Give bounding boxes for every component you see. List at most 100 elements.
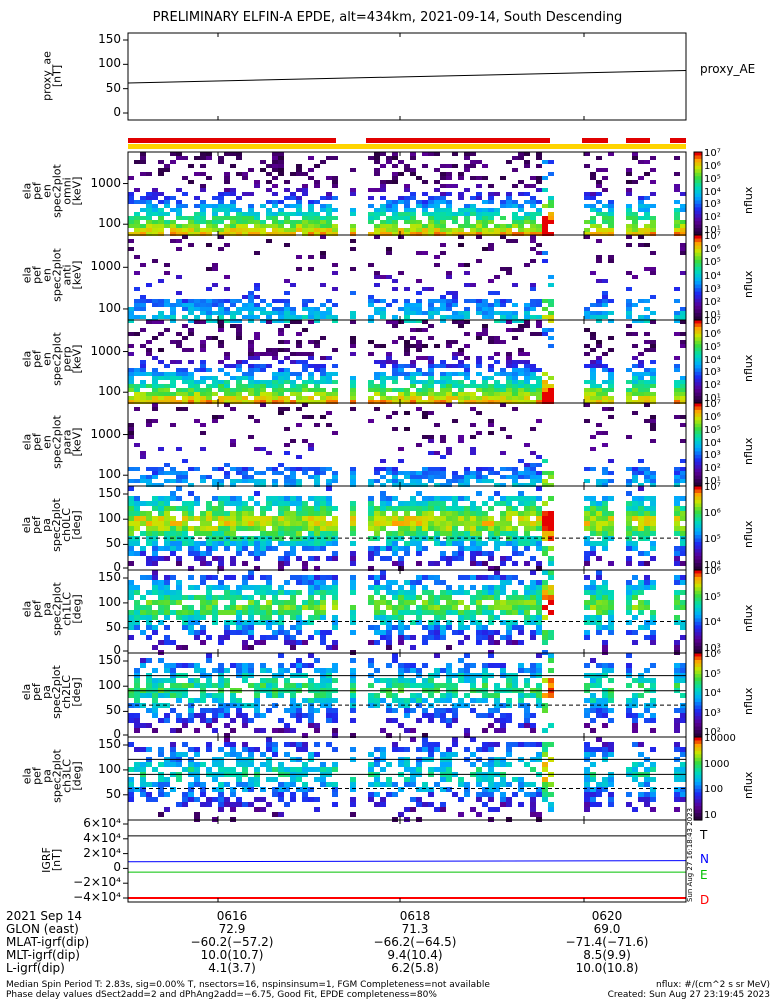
spectrogram-cell (380, 570, 386, 575)
colorbar-segment (694, 305, 702, 310)
spectrogram-cell (416, 348, 422, 352)
spectrogram-cell (608, 200, 614, 204)
spectrogram-cell (494, 521, 500, 526)
spectrogram-cell (536, 561, 542, 566)
spectrogram-cell (464, 575, 470, 580)
spectrogram-cell (446, 496, 452, 501)
spectrogram-cell (428, 303, 434, 307)
spectrogram-cell (254, 220, 260, 224)
spectrogram-cell (296, 575, 302, 580)
spectrogram-cell (164, 299, 170, 303)
spectrogram-cell (230, 595, 236, 600)
spectrogram-cell (278, 208, 284, 212)
spectrogram-cell (434, 541, 440, 546)
spectrogram-cell (428, 451, 434, 455)
spectrogram-cell (632, 372, 638, 376)
spectrogram-cell (170, 595, 176, 600)
spectrogram-cell (182, 615, 188, 620)
spectrogram-cell (440, 467, 446, 471)
spectrogram-cell (596, 400, 602, 404)
spectrogram-cell (440, 455, 446, 459)
spectrogram-cell (278, 376, 284, 380)
spectrogram-cell (296, 620, 302, 625)
spectrogram-cell (548, 216, 554, 220)
spectrogram-cell (596, 625, 602, 630)
spectrogram-cell (596, 595, 602, 600)
spectrogram-cell (152, 698, 158, 703)
spectrogram-cell (482, 479, 488, 483)
spectrogram-cell (212, 224, 218, 228)
spectrogram-cell (200, 762, 206, 767)
spectrogram-cell (596, 600, 602, 605)
spectrogram-cell (452, 380, 458, 384)
spectrogram-cell (206, 802, 212, 807)
spectrogram-cell (218, 400, 224, 404)
spectrogram-cell (140, 693, 146, 698)
spectrogram-cell (188, 585, 194, 590)
spectrogram-cell (224, 526, 230, 531)
spectrogram-cell (170, 220, 176, 224)
spectrogram-cell (482, 212, 488, 216)
spectrogram-cell (494, 228, 500, 232)
spectrogram-cell (440, 605, 446, 610)
spectrogram-cell (254, 232, 260, 236)
spectrogram-cell (680, 718, 686, 723)
red-bar-segment (128, 138, 336, 143)
spectrogram-cell (650, 471, 656, 475)
spectrogram-cell (386, 396, 392, 400)
spectrogram-cell (128, 319, 134, 323)
spectrogram-cell (488, 575, 494, 580)
spectrogram-cell (194, 610, 200, 615)
spectrogram-cell (176, 447, 182, 451)
spectrogram-cell (224, 511, 230, 516)
spectrogram-cell (434, 307, 440, 311)
spectrogram-cell (410, 585, 416, 590)
spectrogram-cell (266, 208, 272, 212)
spectrogram-cell (434, 180, 440, 184)
spectrogram-cell (410, 526, 416, 531)
spectrogram-cell (506, 364, 512, 368)
spectrogram-cell (212, 392, 218, 396)
spectrogram-cell (626, 653, 632, 658)
spectrogram-cell (422, 475, 428, 479)
spectrogram-cell (236, 328, 242, 332)
spectrogram-cell (326, 526, 332, 531)
spectrogram-cell (182, 475, 188, 479)
spectrogram-cell (512, 364, 518, 368)
spectrogram-cell (326, 668, 332, 673)
spectrogram-cell (488, 220, 494, 224)
spectrogram-cell (680, 479, 686, 483)
spectrogram-cell (524, 713, 530, 718)
spectrogram-cell (380, 396, 386, 400)
spectrogram-cell (368, 526, 374, 531)
spectrogram-cell (476, 184, 482, 188)
spectrogram-cell (584, 556, 590, 561)
spectrogram-cell (476, 595, 482, 600)
spectrogram-cell (254, 447, 260, 451)
spectrogram-cell (404, 184, 410, 188)
spectrogram-cell (584, 307, 590, 311)
spectrogram-cell (254, 767, 260, 772)
spectrogram-cell (596, 392, 602, 396)
spectrogram-cell (674, 200, 680, 204)
spectrogram-cell (626, 315, 632, 319)
spectrogram-cell (170, 224, 176, 228)
colorbar-segment (694, 705, 702, 710)
spectrogram-cell (416, 595, 422, 600)
spectrogram-cell (428, 204, 434, 208)
spectrogram-cell (530, 496, 536, 501)
spectrogram-cell (284, 368, 290, 372)
spectrogram-cell (296, 352, 302, 356)
spectrogram-cell (458, 521, 464, 526)
spectrogram-cell (128, 595, 134, 600)
spectrogram-cell (440, 172, 446, 176)
spectrogram-cell (482, 475, 488, 479)
spectrogram-cell (536, 585, 542, 590)
spectrogram-cell (146, 620, 152, 625)
spectrogram-cell (602, 516, 608, 521)
spectrogram-cell (170, 521, 176, 526)
spectrogram-cell (410, 307, 416, 311)
spectrogram-cell (638, 364, 644, 368)
spectrogram-cell (638, 299, 644, 303)
spectrogram-cell (524, 610, 530, 615)
